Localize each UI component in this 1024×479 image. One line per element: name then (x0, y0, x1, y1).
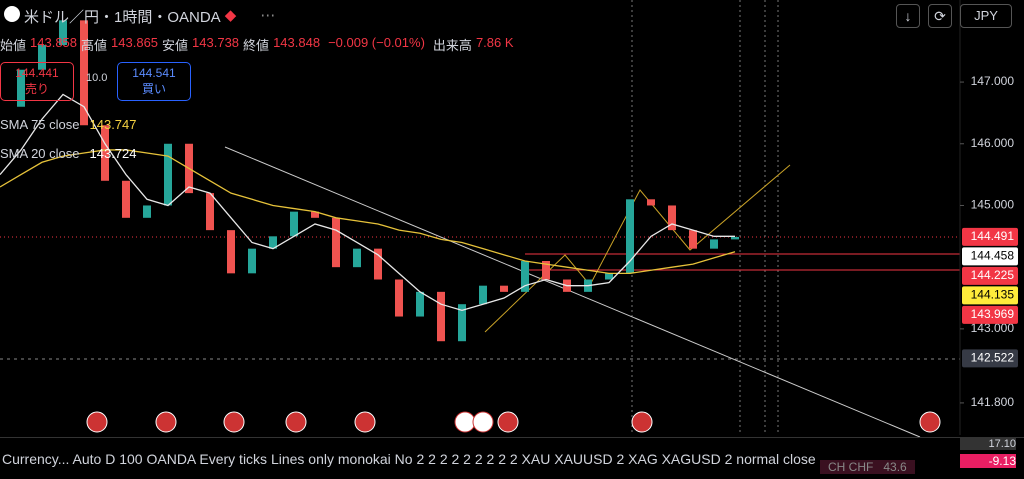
indicator: SMA 20 close 143.724 (0, 139, 137, 168)
candle (605, 273, 613, 280)
candle (500, 285, 508, 292)
candle (416, 291, 424, 317)
flag-icon (4, 6, 20, 22)
sma-line (0, 93, 735, 312)
candle (521, 261, 529, 292)
buy-price: 144.541 (132, 66, 176, 80)
indicator: SMA 75 close 143.747 (0, 110, 137, 139)
indicator-value: 143.724 (89, 146, 137, 161)
candle (248, 248, 256, 274)
ohlc-label: 始値 (0, 38, 27, 53)
side-value: 17.10 (960, 438, 1016, 450)
ohlc-value: 143.738 (192, 35, 240, 50)
indicator-value: 143.747 (89, 117, 137, 132)
sell-label: 売り (24, 82, 49, 96)
ohlc-label: 安値 (162, 38, 189, 53)
spread: 10.0 (86, 72, 108, 84)
symbol[interactable]: 米ドル／円・1時間・OANDA (24, 9, 221, 26)
buy-button[interactable]: 144.541 買い (117, 62, 191, 101)
y-tick-label: 141.800 (971, 395, 1015, 409)
candle (269, 236, 277, 249)
candle (59, 20, 67, 46)
price-tag (962, 305, 1018, 324)
price-tag-label: 143.969 (971, 307, 1015, 321)
candle (647, 199, 655, 206)
fullscreen-button[interactable]: ⟳ (928, 4, 952, 28)
event-flags (86, 411, 941, 433)
volume-value: 7.86 K (475, 35, 514, 50)
symbol-row: 米ドル／円・1時間・OANDA ◆ ⋯ (4, 6, 275, 27)
wave-drawing (484, 164, 791, 333)
price-tag-label: 144.135 (971, 288, 1015, 302)
candle (626, 199, 634, 274)
sell-price: 144.441 (15, 66, 59, 80)
price-tag-label: 142.522 (971, 351, 1015, 365)
candle (227, 230, 235, 274)
y-tick-label: 147.000 (971, 74, 1015, 88)
change: −0.009 (−0.01%) (328, 35, 425, 50)
candle (374, 248, 382, 280)
candle (731, 236, 739, 240)
candle (80, 20, 88, 126)
price-tag-label: 144.491 (971, 229, 1015, 243)
ohlc-row: 始値 143.858 高値 143.865 安値 143.738 終値 143.848 −0.0… (0, 35, 514, 54)
indicator-name: SMA 20 close (0, 146, 80, 161)
ohlc-value: 143.858 (30, 35, 78, 50)
price-tag (962, 227, 1018, 246)
side-value: -9.13 (960, 454, 1016, 468)
candle (311, 211, 319, 218)
ohlc-label: 高値 (81, 38, 108, 53)
candle (164, 143, 172, 206)
candle (143, 205, 151, 218)
candle (353, 248, 361, 268)
price-tag-label: 144.458 (971, 249, 1015, 263)
status-bar: Currency... Auto D 100 OANDA Every ticks… (0, 437, 1024, 479)
candle (290, 211, 298, 237)
candle (101, 125, 109, 181)
trend-line (224, 146, 921, 438)
candle (206, 193, 214, 231)
candle (395, 279, 403, 317)
candle (38, 45, 46, 70)
download-button[interactable]: ↓ (896, 4, 920, 28)
y-tick-label: 145.000 (971, 198, 1015, 212)
ohlc-value: 143.848 (273, 35, 321, 50)
candle (122, 180, 130, 218)
buy-label: 買い (141, 82, 166, 96)
candle (689, 230, 697, 249)
candle (479, 285, 487, 305)
currency-select[interactable]: JPY (960, 4, 1012, 28)
ohlc-value: 143.865 (111, 35, 159, 50)
candle (17, 69, 25, 107)
pair-value: 43.6 (883, 460, 907, 474)
pair: CH CHF 43.6 (820, 460, 915, 474)
toolbar: ↓ ⟳ JPY (896, 4, 1012, 28)
sell-button[interactable]: 144.441 売り (0, 62, 74, 101)
candle (710, 239, 718, 249)
indicator-legend: SMA 75 close 143.747 SMA 20 close 143.724 (0, 110, 137, 168)
price-tag (962, 247, 1018, 266)
candle (437, 291, 445, 342)
more-icon[interactable]: ⋯ (260, 7, 276, 24)
candle (458, 304, 466, 342)
volume-label: 出来高 (432, 38, 472, 53)
pair-name: CH CHF (828, 460, 874, 474)
ohlc-label: 終値 (243, 38, 270, 53)
y-tick-label: 143.000 (971, 321, 1015, 335)
price-tag (962, 286, 1018, 305)
alert-icon[interactable]: ◆ (224, 7, 237, 24)
indicator-name: SMA 75 close (0, 117, 80, 132)
candle (668, 205, 676, 231)
price-tag (962, 266, 1018, 285)
status-text: Currency... Auto D 100 OANDA Every ticks… (2, 451, 816, 467)
price-tag-label: 144.225 (971, 268, 1015, 282)
price-tag (962, 349, 1018, 368)
y-tick-label: 146.000 (971, 136, 1015, 150)
candle (332, 217, 340, 268)
sma-line (0, 149, 736, 274)
candle (542, 261, 550, 280)
